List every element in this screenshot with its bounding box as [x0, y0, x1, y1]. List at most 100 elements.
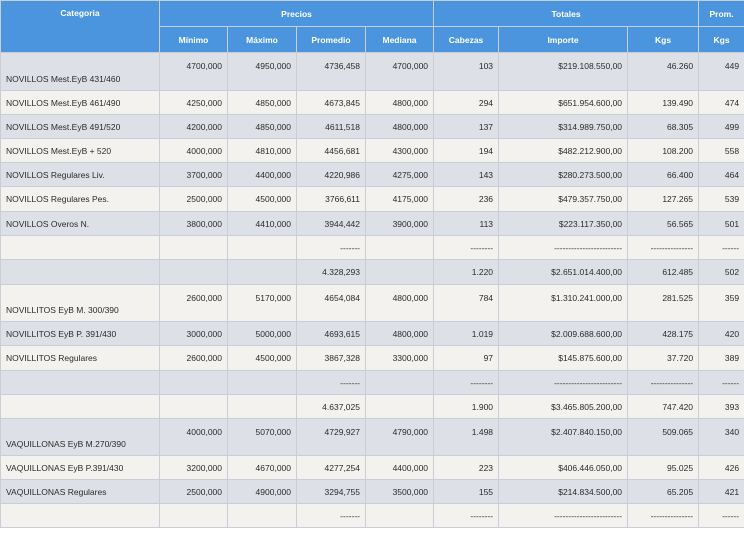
cell-promedio: 4729,927 — [296, 418, 366, 456]
table-row: NOVILLOS Regulares Pes. 2500,000 4500,000 3… — [0, 186, 744, 212]
cell-promedio: 3294,755 — [296, 479, 366, 504]
cell-mediana: 3500,000 — [364, 479, 435, 504]
cell-kgs: 37.720 — [627, 345, 700, 371]
cell-minimo: 3200,000 — [159, 455, 228, 480]
cell-kgs: 139.490 — [627, 90, 700, 115]
cell-maximo — [227, 370, 297, 395]
cell-kgs: 281.525 — [627, 284, 700, 322]
table-row: 4.328,293 1.220 $2.651.014.400,00 612.485 50… — [0, 259, 744, 285]
cell-kgs: 46.260 — [627, 52, 700, 91]
cell-maximo: 4410,000 — [227, 211, 297, 236]
cell-maximo: 5070,000 — [227, 418, 297, 456]
cell-importe: $482.212.900,00 — [498, 138, 629, 163]
cell-maximo — [227, 259, 297, 285]
cell-mediana: 4800,000 — [364, 90, 435, 115]
cell-mediana: 4300,000 — [364, 138, 435, 163]
cell-cabezas: 1.900 — [433, 394, 500, 419]
cell-mediana — [364, 394, 435, 419]
table-row: 4.637,025 1.900 $3.465.805.200,00 747.420 39… — [0, 394, 744, 419]
cell-importe: $1.310.241.000,00 — [498, 284, 629, 322]
cell-importe: $2.651.014.400,00 — [498, 259, 629, 285]
cell-prom-kgs: ------ — [698, 235, 744, 260]
header-categoria: Categoria — [0, 0, 160, 53]
cell-cabezas: 103 — [433, 52, 500, 91]
cell-importe: $223.117.350,00 — [498, 211, 629, 236]
cell-minimo: 4250,000 — [159, 90, 228, 115]
cell-minimo: 4000,000 — [159, 138, 228, 163]
cell-categoria: NOVILLOS Mest.EyB 491/520 — [0, 114, 160, 139]
cell-promedio: ------- — [296, 235, 366, 260]
header-minimo: Mínimo — [159, 26, 228, 53]
cell-categoria: NOVILLOS Overos N. — [0, 211, 160, 236]
table-row: NOVILLOS Mest.EyB 431/460 4700,000 4950,00… — [0, 52, 744, 91]
cell-kgs: 747.420 — [627, 394, 700, 419]
cell-mediana: 4275,000 — [364, 162, 435, 187]
table-row: NOVILLOS Mest.EyB + 520 4000,000 4810,000 4… — [0, 138, 744, 163]
cell-importe: $406.446.050,00 — [498, 455, 629, 480]
cell-prom-kgs: 449 — [698, 52, 744, 91]
cell-cabezas: 1.220 — [433, 259, 500, 285]
table-row: NOVILLITOS Regulares 2600,000 4500,000 3867… — [0, 345, 744, 371]
cell-kgs: 95.025 — [627, 455, 700, 480]
cell-prom-kgs: 359 — [698, 284, 744, 322]
cell-prom-kgs: 426 — [698, 455, 744, 480]
cell-categoria — [0, 259, 160, 285]
cell-promedio: 4654,084 — [296, 284, 366, 322]
cell-prom-kgs: 393 — [698, 394, 744, 419]
cell-promedio: 3867,328 — [296, 345, 366, 371]
table-row: NOVILLITOS EyB P. 391/430 3000,000 5000,00… — [0, 321, 744, 346]
cell-promedio: 4611,518 — [296, 114, 366, 139]
cell-categoria: NOVILLOS Regulares Liv. — [0, 162, 160, 187]
cell-prom-kgs: 340 — [698, 418, 744, 456]
cell-categoria: VAQUILLONAS EyB M.270/390 — [0, 418, 160, 456]
cell-prom-kgs: ------ — [698, 503, 744, 528]
cell-prom-kgs: 502 — [698, 259, 744, 285]
cell-kgs: 127.265 — [627, 186, 700, 212]
cell-mediana: 4400,000 — [364, 455, 435, 480]
cell-maximo — [227, 235, 297, 260]
cell-importe: ------------------------ — [498, 235, 629, 260]
cell-importe: $280.273.500,00 — [498, 162, 629, 187]
cell-importe: $2.009.688.600,00 — [498, 321, 629, 346]
cell-maximo — [227, 394, 297, 419]
cell-promedio: 4456,681 — [296, 138, 366, 163]
cell-promedio: 3766,611 — [296, 186, 366, 212]
cell-cabezas: 236 — [433, 186, 500, 212]
cell-minimo — [159, 503, 228, 528]
cell-minimo: 4000,000 — [159, 418, 228, 456]
cell-cabezas: 155 — [433, 479, 500, 504]
cell-mediana: 4700,000 — [364, 52, 435, 91]
cell-kgs: 65.205 — [627, 479, 700, 504]
cell-prom-kgs: 421 — [698, 479, 744, 504]
cell-categoria: NOVILLOS Regulares Pes. — [0, 186, 160, 212]
table-row: NOVILLOS Regulares Liv. 3700,000 4400,000 4… — [0, 162, 744, 187]
table-row: NOVILLOS Overos N. 3800,000 4410,000 3944,4… — [0, 211, 744, 236]
cell-minimo: 2600,000 — [159, 284, 228, 322]
cell-promedio: ------- — [296, 370, 366, 395]
cell-prom-kgs: ------ — [698, 370, 744, 395]
cell-minimo: 3700,000 — [159, 162, 228, 187]
cell-promedio: 4736,458 — [296, 52, 366, 91]
cell-importe: ------------------------ — [498, 370, 629, 395]
cell-cabezas: 137 — [433, 114, 500, 139]
cell-minimo: 3800,000 — [159, 211, 228, 236]
cell-cabezas: -------- — [433, 370, 500, 395]
cell-prom-kgs: 420 — [698, 321, 744, 346]
cell-importe: $479.357.750,00 — [498, 186, 629, 212]
cell-importe: $2.407.840.150,00 — [498, 418, 629, 456]
cell-kgs: 428.175 — [627, 321, 700, 346]
cell-minimo: 4200,000 — [159, 114, 228, 139]
cell-prom-kgs: 499 — [698, 114, 744, 139]
header-precios: Precios — [158, 0, 435, 27]
cell-cabezas: 294 — [433, 90, 500, 115]
cell-mediana: 4790,000 — [364, 418, 435, 456]
cell-cabezas: 143 — [433, 162, 500, 187]
cell-mediana: 3300,000 — [364, 345, 435, 371]
header-cabezas: Cabezas — [433, 26, 500, 53]
cell-prom-kgs: 558 — [698, 138, 744, 163]
cell-categoria: VAQUILLONAS EyB P.391/430 — [0, 455, 160, 480]
cell-cabezas: 223 — [433, 455, 500, 480]
cell-kgs: 56.565 — [627, 211, 700, 236]
cell-importe: $145.875.600,00 — [498, 345, 629, 371]
